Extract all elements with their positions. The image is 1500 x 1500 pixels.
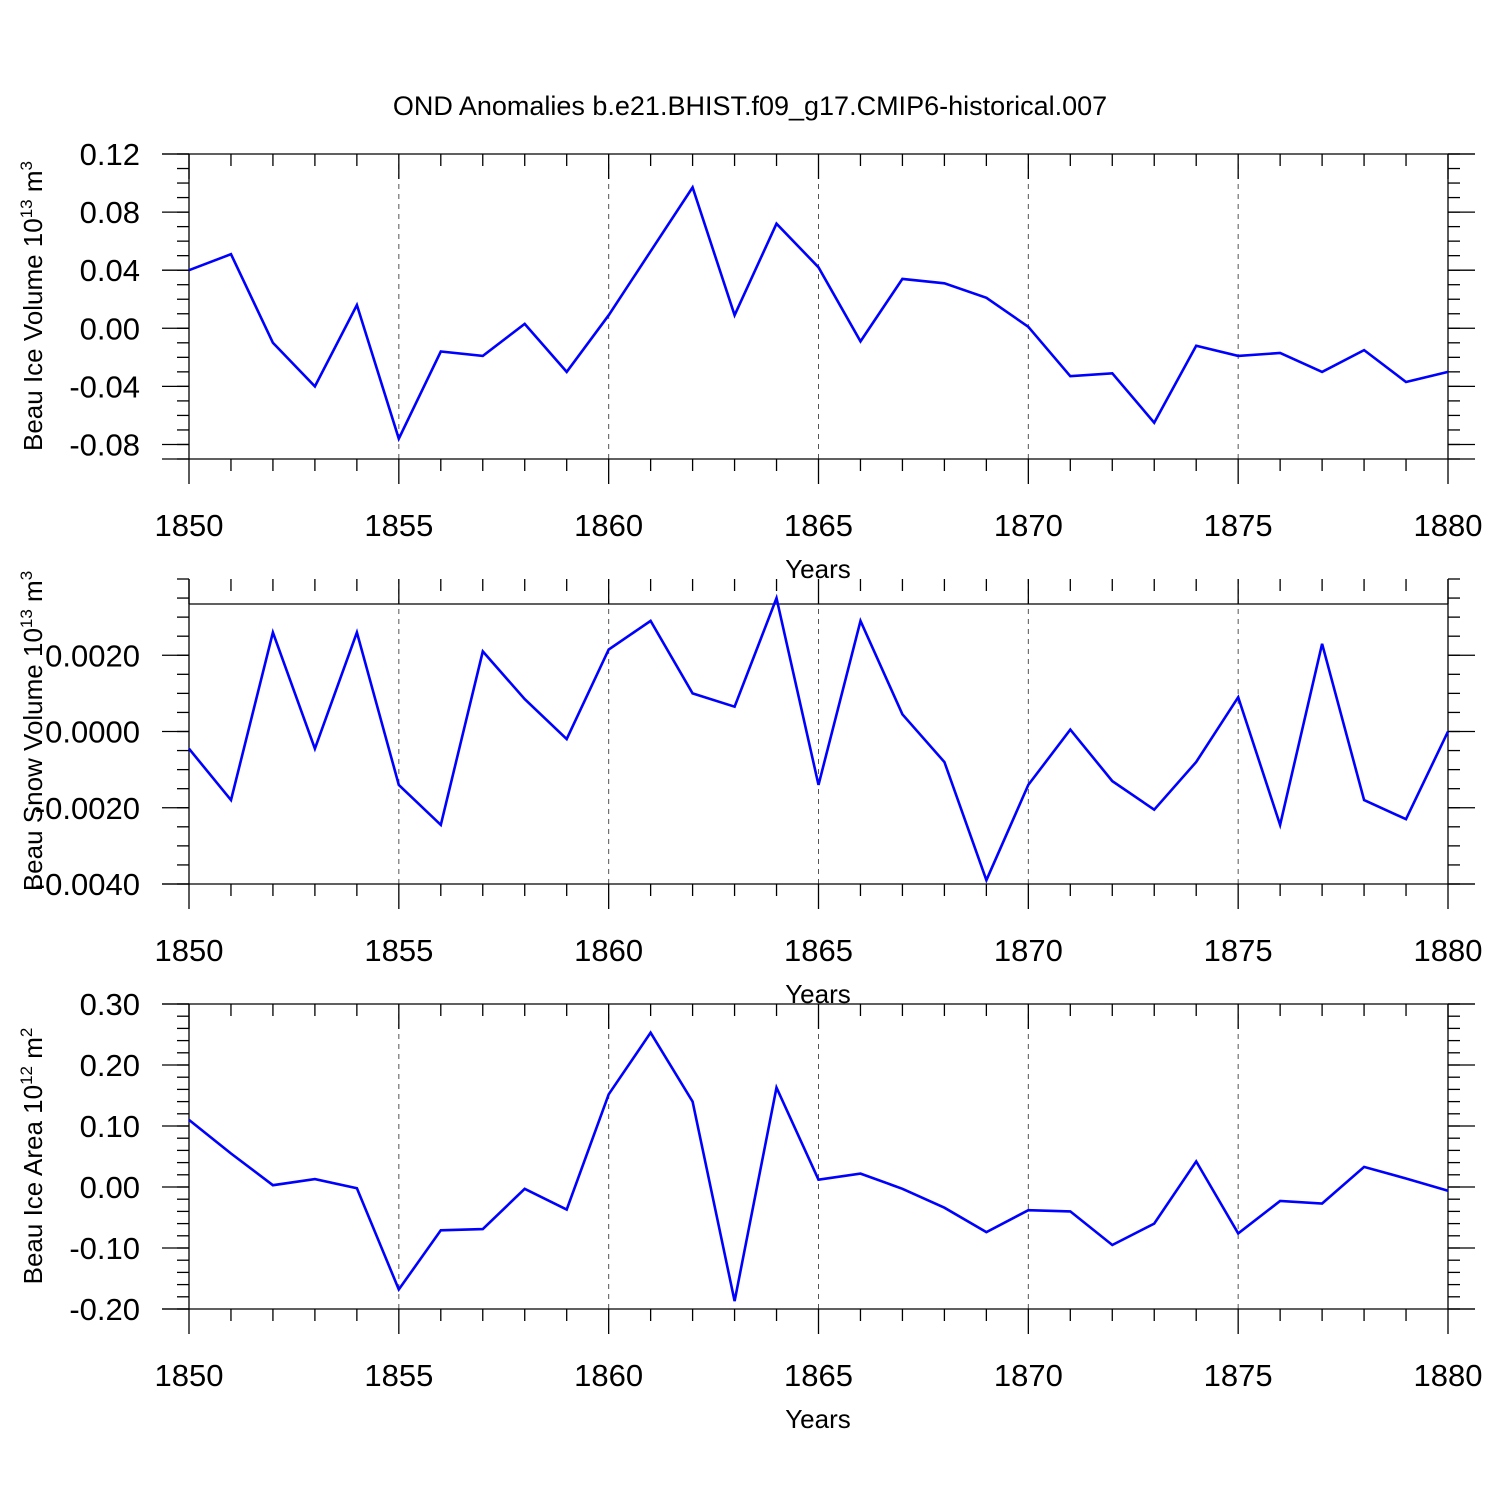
y-axis-label: Beau Ice Area 1012 m2	[17, 1028, 48, 1285]
y-tick-label: -0.10	[69, 1231, 140, 1266]
x-tick-label: 1880	[1414, 933, 1483, 968]
y-tick-label: 0.00	[80, 311, 140, 346]
x-tick-label: 1875	[1204, 933, 1273, 968]
x-tick-label: 1855	[364, 508, 433, 543]
y-tick-label: 0.04	[80, 253, 140, 288]
series-line	[188, 1030, 1449, 1302]
y-tick-label: 0.08	[80, 195, 140, 230]
x-tick-label: 1850	[155, 933, 224, 968]
y-tick-label: -0.08	[69, 427, 140, 462]
series-line	[188, 184, 1449, 443]
x-tick-label: 1865	[784, 933, 853, 968]
panel-1: 1850 1855 1860 1865 1870 1875 1880 -0.08 -0.04 0.…	[17, 137, 1482, 584]
y-tick-label: 0.10	[80, 1109, 140, 1144]
y-tick-label: -0.0040	[35, 867, 140, 902]
x-tick-label: 1880	[1414, 508, 1483, 543]
x-tick-label: 1870	[994, 933, 1063, 968]
y-tick-label: 0.30	[80, 987, 140, 1022]
y-tick-label: 0.00	[80, 1170, 140, 1205]
series-line	[187, 593, 1450, 884]
x-tick-label: 1875	[1204, 508, 1273, 543]
chart-title: OND Anomalies b.e21.BHIST.f09_g17.CMIP6-…	[393, 91, 1107, 121]
y-tick-label: -0.0020	[35, 791, 140, 826]
y-axis-label: Beau Snow Volume 1013 m3	[17, 571, 48, 891]
y-tick-label: -0.04	[69, 369, 140, 404]
x-tick-label: 1860	[574, 1358, 643, 1393]
panel-2: 1850 1855 1860 1865 1870 1875 1880 -0.0040 -0.00…	[17, 571, 1482, 1009]
y-tick-label: -0.20	[69, 1292, 140, 1327]
x-tick-label: 1860	[574, 933, 643, 968]
x-tick-label: 1860	[574, 508, 643, 543]
y-tick-label: 0.0000	[45, 715, 140, 750]
x-tick-label: 1870	[994, 508, 1063, 543]
x-tick-label: 1875	[1204, 1358, 1273, 1393]
panel-3: 1850 1855 1860 1865 1870 1875 1880 -0.20 -0.10 0.…	[17, 987, 1482, 1434]
y-tick-label: 0.12	[80, 137, 140, 172]
y-tick-label: 0.0020	[45, 638, 140, 673]
x-tick-label: 1855	[364, 933, 433, 968]
x-tick-label: 1865	[784, 1358, 853, 1393]
x-tick-label: 1870	[994, 1358, 1063, 1393]
x-tick-label: 1880	[1414, 1358, 1483, 1393]
x-tick-label: 1850	[155, 1358, 224, 1393]
x-tick-label: 1850	[155, 508, 224, 543]
x-axis-label: Years	[785, 1404, 851, 1434]
x-tick-label: 1865	[784, 508, 853, 543]
y-tick-label: 0.20	[80, 1048, 140, 1083]
y-axis-label: Beau Ice Volume 1013 m3	[17, 161, 48, 451]
x-tick-label: 1855	[364, 1358, 433, 1393]
